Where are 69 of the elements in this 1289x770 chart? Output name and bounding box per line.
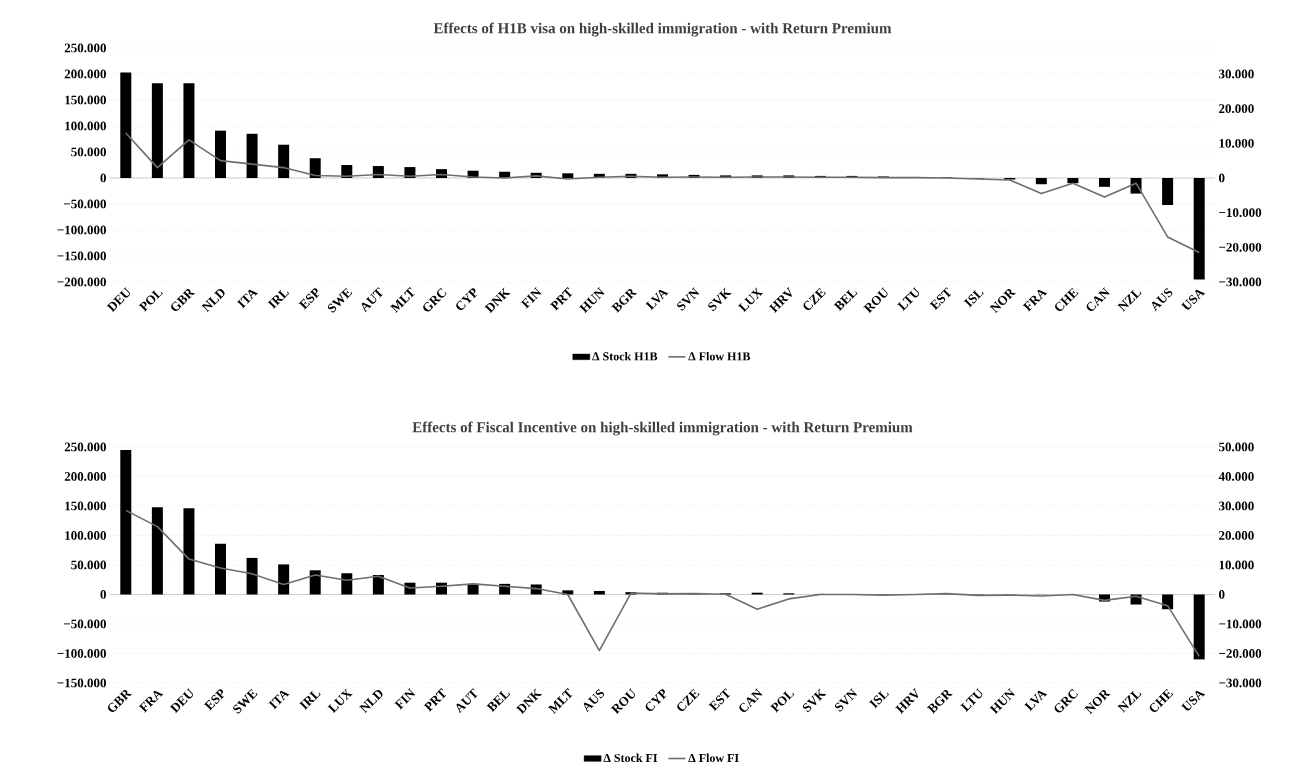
legend-label: Δ Flow FI <box>688 753 739 763</box>
x-tick-label: CYP <box>645 689 667 711</box>
y-tick-label: −50.000 <box>64 619 106 629</box>
x-tick-label: BEL <box>486 690 511 713</box>
x-tick-label: POL <box>138 289 163 312</box>
x-tick-label: IRL <box>299 690 321 711</box>
y-tick-label: 0 <box>100 590 106 599</box>
x-tick-label: CZE <box>803 287 826 310</box>
y-tick-label: −100.000 <box>57 225 106 235</box>
x-tick-label: LVA <box>1024 690 1048 712</box>
x-tick-label: POL <box>770 690 795 713</box>
x-tick-label: CYP <box>456 288 477 310</box>
x-tick-label: LVA <box>645 289 669 311</box>
x-tick-label: NZL <box>1117 289 1142 312</box>
y2-tick-label: 10.000 <box>1219 560 1254 570</box>
y2-tick-label: −20.000 <box>1219 649 1262 658</box>
x-tick-label: USA <box>1181 690 1206 711</box>
legend-label: Δ Stock H1B <box>592 351 658 361</box>
y2-tick-label: 0 <box>1219 173 1225 183</box>
x-tick-label: GBR <box>108 690 132 712</box>
x-tick-label: CZE <box>677 688 700 711</box>
legend-label: Δ Flow H1B <box>688 351 751 361</box>
x-tick-label: GBR <box>171 289 196 311</box>
y-tick-label: −50.000 <box>64 199 106 209</box>
x-tick-label: ISL <box>963 289 984 308</box>
legend-label: Δ Stock FI <box>603 753 658 763</box>
y2-tick-label: 20.000 <box>1219 104 1254 114</box>
y-tick-label: 150.000 <box>65 95 106 105</box>
y-tick-label: 200.000 <box>64 472 106 481</box>
x-tick-label: BEL <box>833 289 858 312</box>
y-tick-label: 0 <box>100 173 106 183</box>
x-tick-label: FRA <box>138 690 164 713</box>
y-tick-label: 150.000 <box>65 501 106 511</box>
y-tick-label: 50.000 <box>71 560 106 570</box>
x-tick-label: ESP <box>298 288 320 310</box>
y-tick-label: 250.000 <box>64 442 106 452</box>
y-tick-label: 200.000 <box>64 69 106 79</box>
y2-tick-label: 40.000 <box>1218 472 1254 481</box>
y2-tick-label: −10.000 <box>1219 619 1262 629</box>
x-tick-label: ITA <box>268 690 290 710</box>
y2-tick-label: −30.000 <box>1219 678 1262 688</box>
chart-title: Effects of H1B visa on high-skilled immigration - with Return Premium <box>433 22 892 37</box>
y2-tick-label: −20.000 <box>1219 242 1262 252</box>
y-tick-label: −100.000 <box>57 649 106 658</box>
x-tick-label: FIN <box>394 688 416 710</box>
y2-tick-label: −30.000 <box>1219 277 1262 287</box>
x-tick-label: FIN <box>520 287 542 309</box>
x-tick-label: USA <box>1181 289 1206 310</box>
x-tick-label: IRL <box>267 289 290 310</box>
y2-tick-label: 50.000 <box>1219 442 1254 452</box>
y-tick-label: −150.000 <box>57 251 106 261</box>
x-tick-label: FRA <box>1022 289 1048 312</box>
y2-tick-label: 20.000 <box>1219 531 1254 540</box>
y2-tick-label: 30.000 <box>1218 501 1254 511</box>
x-tick-label: ITA <box>236 289 259 309</box>
chart-title: Effects of Fiscal Incentive on high-skilled immigration - with Return Premium <box>412 421 913 436</box>
y-tick-label: 100.000 <box>65 531 106 540</box>
y-tick-label: 50.000 <box>71 147 106 157</box>
x-tick-label: NZL <box>1117 690 1142 713</box>
y-tick-label: −150.000 <box>57 678 106 688</box>
y-tick-label: 250.000 <box>64 43 106 53</box>
y2-tick-label: 30.000 <box>1218 69 1254 79</box>
y2-tick-label: 10.000 <box>1219 138 1254 148</box>
y2-tick-label: −10.000 <box>1219 208 1262 218</box>
y2-tick-label: 0 <box>1219 590 1225 599</box>
x-tick-label: ISL <box>869 690 890 709</box>
y-tick-label: −200.000 <box>57 277 106 287</box>
y-tick-label: 100.000 <box>65 121 106 131</box>
x-tick-label: ESP <box>203 689 225 711</box>
